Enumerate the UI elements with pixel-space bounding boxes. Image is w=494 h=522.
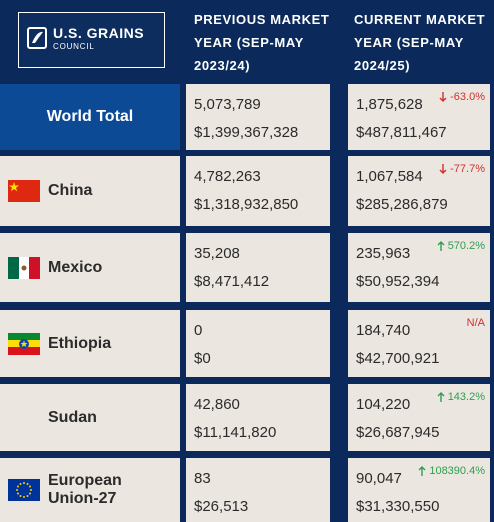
previous-volume: 4,782,263 (194, 168, 261, 185)
change-arrow (439, 92, 447, 102)
change-arrow (439, 164, 447, 174)
current-volume: 1,067,584 (356, 168, 423, 185)
current-value: $31,330,550 (356, 498, 440, 515)
previous-cell: 35,208 $8,471,412 (186, 233, 330, 302)
previous-value: $8,471,412 (194, 273, 270, 290)
column-header: PREVIOUS MARKET YEAR (SEP-MAY 2023/24) (194, 8, 329, 77)
current-cell: 184,740 $42,700,921 N/A (348, 310, 490, 377)
country-cell: Mexico (0, 233, 180, 302)
previous-cell: 0 $0 (186, 310, 330, 377)
current-value: $285,286,879 (356, 196, 448, 213)
country-name: European Union-27 (48, 472, 122, 507)
previous-cell: 4,782,263 $1,318,932,850 (186, 156, 330, 226)
logo-title: U.S. GRAINS (53, 25, 145, 41)
column-header: CURRENT MARKET YEAR (SEP-MAY 2024/25) (354, 8, 485, 77)
current-volume: 1,875,628 (356, 96, 423, 113)
previous-value: $1,318,932,850 (194, 196, 299, 213)
current-cell: 104,220 $26,687,945 143.2% (348, 384, 490, 451)
flag (8, 332, 40, 355)
previous-cell: 5,073,789 $1,399,367,328 (186, 84, 330, 150)
change-badge: -77.7% (439, 163, 485, 175)
previous-value: $11,141,820 (194, 424, 277, 441)
change-arrow (437, 241, 445, 251)
previous-value: $1,399,367,328 (194, 124, 299, 141)
flag (8, 180, 40, 202)
change-text: 143.2% (447, 391, 485, 403)
current-cell: 90,047 $31,330,550 108390.4% (348, 458, 490, 522)
previous-volume: 0 (194, 322, 203, 339)
logo: U.S. GRAINS COUNCIL (18, 12, 165, 68)
previous-volume: 83 (194, 470, 211, 487)
country-name: Sudan (48, 408, 97, 426)
previous-value: $26,513 (194, 498, 249, 515)
previous-volume: 42,860 (194, 396, 240, 413)
current-volume: 235,963 (356, 245, 411, 262)
header-line: 2024/25) (354, 58, 411, 73)
country-name: World Total (46, 108, 134, 125)
country-cell: Sudan (0, 384, 180, 451)
header-line: YEAR (SEP-MAY (194, 35, 304, 50)
flag (8, 479, 40, 501)
flag (8, 256, 40, 279)
current-cell: 235,963 $50,952,394 570.2% (348, 233, 490, 302)
change-badge: -63.0% (439, 91, 485, 103)
previous-volume: 5,073,789 (194, 96, 261, 113)
logo-subtitle: COUNCIL (53, 42, 95, 51)
previous-cell: 83 $26,513 (186, 458, 330, 522)
current-cell: 1,067,584 $285,286,879 -77.7% (348, 156, 490, 226)
change-arrow (437, 392, 445, 402)
header-line: CURRENT MARKET (354, 12, 486, 27)
current-volume: 90,047 (356, 470, 402, 487)
change-badge: 108390.4% (418, 465, 485, 477)
current-volume: 104,220 (356, 396, 411, 413)
country-cell: European Union-27 (0, 458, 180, 522)
current-volume: 184,740 (356, 322, 411, 339)
country-cell: China (0, 156, 180, 226)
header-line: PREVIOUS MARKET (194, 12, 330, 27)
change-text: -63.0% (450, 91, 485, 103)
change-text: -77.7% (450, 163, 485, 175)
current-cell: 1,875,628 $487,811,467 -63.0% (348, 84, 490, 150)
change-badge: 143.2% (437, 391, 485, 403)
change-text: 570.2% (447, 240, 485, 252)
current-value: $26,687,945 (356, 424, 440, 441)
country-name: Mexico (48, 258, 103, 276)
previous-value: $0 (194, 350, 211, 367)
current-value: $487,811,467 (356, 124, 447, 141)
current-value: $50,952,394 (356, 273, 440, 290)
country-name: China (48, 182, 93, 199)
change-text: 108390.4% (429, 465, 485, 477)
country-name: Ethiopia (48, 334, 112, 352)
logo-icon (27, 27, 47, 49)
country-cell: Ethiopia (0, 310, 180, 377)
header-line: YEAR (SEP-MAY (354, 35, 464, 50)
current-value: $42,700,921 (356, 350, 440, 367)
change-badge: 570.2% (437, 240, 485, 252)
change-text: N/A (466, 317, 485, 329)
change-badge: N/A (467, 317, 485, 329)
previous-volume: 35,208 (194, 245, 240, 262)
country-cell: World Total (0, 84, 180, 150)
change-arrow (418, 466, 426, 476)
previous-cell: 42,860 $11,141,820 (186, 384, 330, 451)
header-line: 2023/24) (194, 58, 251, 73)
